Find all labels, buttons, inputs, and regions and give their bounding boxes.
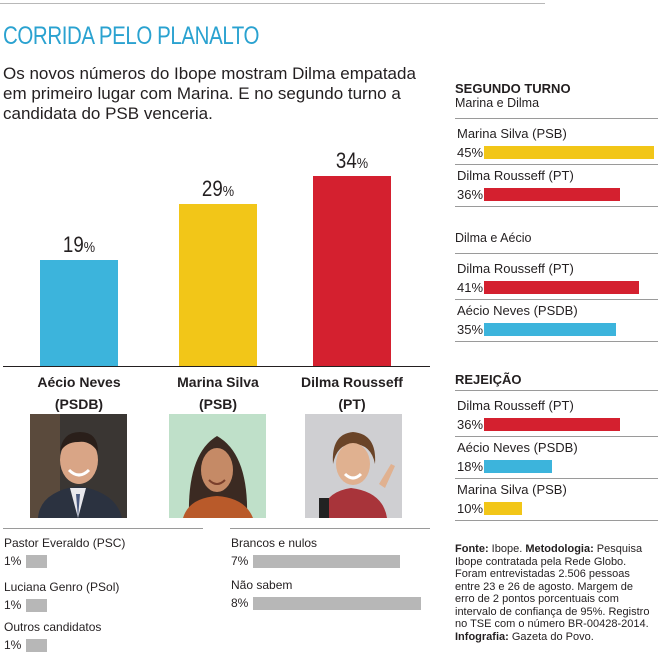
others-label: Brancos e nulos xyxy=(231,536,318,550)
others-label: Não sabem xyxy=(231,578,293,592)
candidate-name: Aécio Neves (PSDB) xyxy=(13,371,145,415)
fonte-label: Fonte: xyxy=(455,543,489,555)
group-label: Dilma e Aécio xyxy=(455,231,532,245)
hbar-fill xyxy=(484,281,639,294)
hbar-separator xyxy=(455,478,658,479)
infografia-value: Gazeta do Povo. xyxy=(508,630,594,643)
bar-2 xyxy=(179,203,257,366)
candidate-name: Marina Silva (PSB) xyxy=(152,371,284,415)
others-separator xyxy=(3,528,203,529)
aecio-photo xyxy=(30,414,127,518)
group-separator xyxy=(455,118,658,119)
hbar-value: 36% xyxy=(457,187,484,202)
hbar-fill xyxy=(484,502,522,515)
others-bar xyxy=(253,597,421,610)
hbar-separator xyxy=(455,299,658,300)
candidate-name: Dilma Rousseff (PT) xyxy=(286,371,418,415)
candidate-name-line: Aécio Neves xyxy=(37,374,121,390)
percent-sign: % xyxy=(83,238,96,256)
candidate-name-line: Marina Silva xyxy=(177,374,259,390)
rejection-heading: REJEIÇÃO xyxy=(455,372,522,387)
others-bar xyxy=(253,555,400,568)
hbar-value: 41% xyxy=(457,280,484,295)
hbar-label: Dilma Rousseff (PT) xyxy=(457,398,574,413)
hbar-value: 35% xyxy=(457,322,484,337)
hbar-label: Dilma Rousseff (PT) xyxy=(457,261,574,276)
others-value: 8% xyxy=(231,596,249,610)
hbar-value: 36% xyxy=(457,417,484,432)
candidate-name-line: Dilma Rousseff xyxy=(301,374,403,390)
hbar-fill xyxy=(484,188,621,201)
hbar-fill xyxy=(484,418,621,431)
group-separator xyxy=(455,253,658,254)
dilma-photo xyxy=(305,414,402,518)
rejection-separator xyxy=(455,390,658,391)
percent-sign: % xyxy=(356,154,369,172)
others-label: Pastor Everaldo (PSC) xyxy=(4,536,126,550)
hbar-label: Marina Silva (PSB) xyxy=(457,126,567,141)
marina-photo xyxy=(169,414,266,518)
bar-value-label: 19% xyxy=(62,231,96,257)
hbar-fill xyxy=(484,146,655,159)
others-value: 1% xyxy=(4,554,22,568)
others-bar xyxy=(26,599,47,612)
others-label: Luciana Genro (PSol) xyxy=(4,580,120,594)
hbar-value: 45% xyxy=(457,145,484,160)
methodology-note: Fonte: Ibope. Metodologia: Pesquisa Ibop… xyxy=(455,543,655,643)
top-rule xyxy=(0,3,545,4)
hbar-value: 18% xyxy=(457,459,484,474)
others-separator-2 xyxy=(230,528,430,529)
hbar-value: 10% xyxy=(457,501,484,516)
hbar-label: Dilma Rousseff (PT) xyxy=(457,168,574,183)
bar-1 xyxy=(40,259,118,366)
hbar-label: Aécio Neves (PSDB) xyxy=(457,440,578,455)
others-value: 1% xyxy=(4,598,22,612)
infografia-label: Infografia: xyxy=(455,630,509,643)
fonte-value: Ibope. xyxy=(488,543,526,555)
chart-subtitle: Os novos números do Ibope mostram Dilma … xyxy=(3,64,416,123)
percent-sign: % xyxy=(222,182,235,200)
metodologia-value: Pesquisa Ibope contratada pela Rede Glob… xyxy=(455,543,650,630)
chart-title: CORRIDA PELO PLANALTO xyxy=(3,22,260,50)
hbar-fill xyxy=(484,323,617,336)
bar-value-label: 34% xyxy=(335,147,369,173)
hbar-separator xyxy=(455,520,658,521)
hbar-separator xyxy=(455,206,658,207)
bar-baseline xyxy=(3,366,430,367)
candidate-party-line: (PSDB) xyxy=(54,396,104,412)
hbar-label: Aécio Neves (PSDB) xyxy=(457,303,578,318)
hbar-separator xyxy=(455,164,658,165)
others-value: 7% xyxy=(231,554,249,568)
hbar-separator xyxy=(455,436,658,437)
candidate-party-line: (PSB) xyxy=(198,396,238,412)
hbar-label: Marina Silva (PSB) xyxy=(457,482,567,497)
hbar-separator xyxy=(455,341,658,342)
others-label: Outros candidatos xyxy=(4,620,102,634)
others-bar xyxy=(26,555,47,568)
metodologia-label: Metodologia: xyxy=(525,543,594,555)
bar-value-label: 29% xyxy=(201,175,235,201)
others-value: 1% xyxy=(4,638,22,652)
second-round-heading: SEGUNDO TURNO xyxy=(455,81,571,96)
candidate-party-line: (PT) xyxy=(338,396,366,412)
bar-3 xyxy=(313,175,391,366)
others-bar xyxy=(26,639,47,652)
hbar-fill xyxy=(484,460,553,473)
group-label: Marina e Dilma xyxy=(455,96,540,110)
